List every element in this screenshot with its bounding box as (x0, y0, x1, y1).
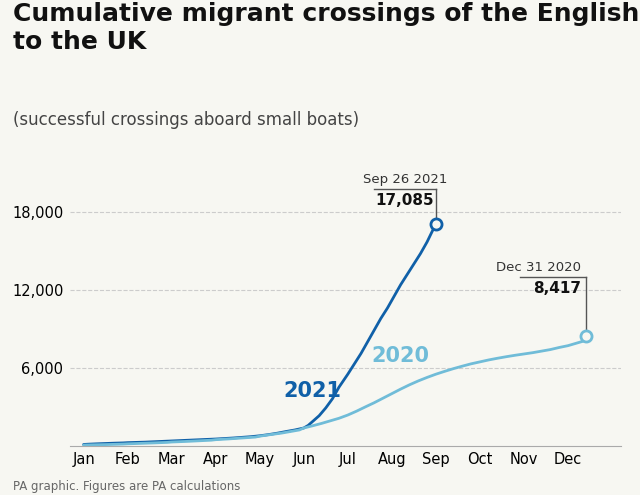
Text: Sep 26 2021: Sep 26 2021 (363, 173, 447, 186)
Text: 2020: 2020 (372, 346, 429, 366)
Text: (successful crossings aboard small boats): (successful crossings aboard small boats… (13, 111, 359, 129)
Text: 17,085: 17,085 (376, 193, 435, 208)
Text: Dec 31 2020: Dec 31 2020 (496, 261, 581, 274)
Text: Cumulative migrant crossings of the English Channel
to the UK: Cumulative migrant crossings of the Engl… (13, 2, 640, 54)
Text: 2021: 2021 (284, 381, 342, 401)
Text: 8,417: 8,417 (533, 281, 581, 296)
Text: PA graphic. Figures are PA calculations: PA graphic. Figures are PA calculations (13, 480, 240, 493)
